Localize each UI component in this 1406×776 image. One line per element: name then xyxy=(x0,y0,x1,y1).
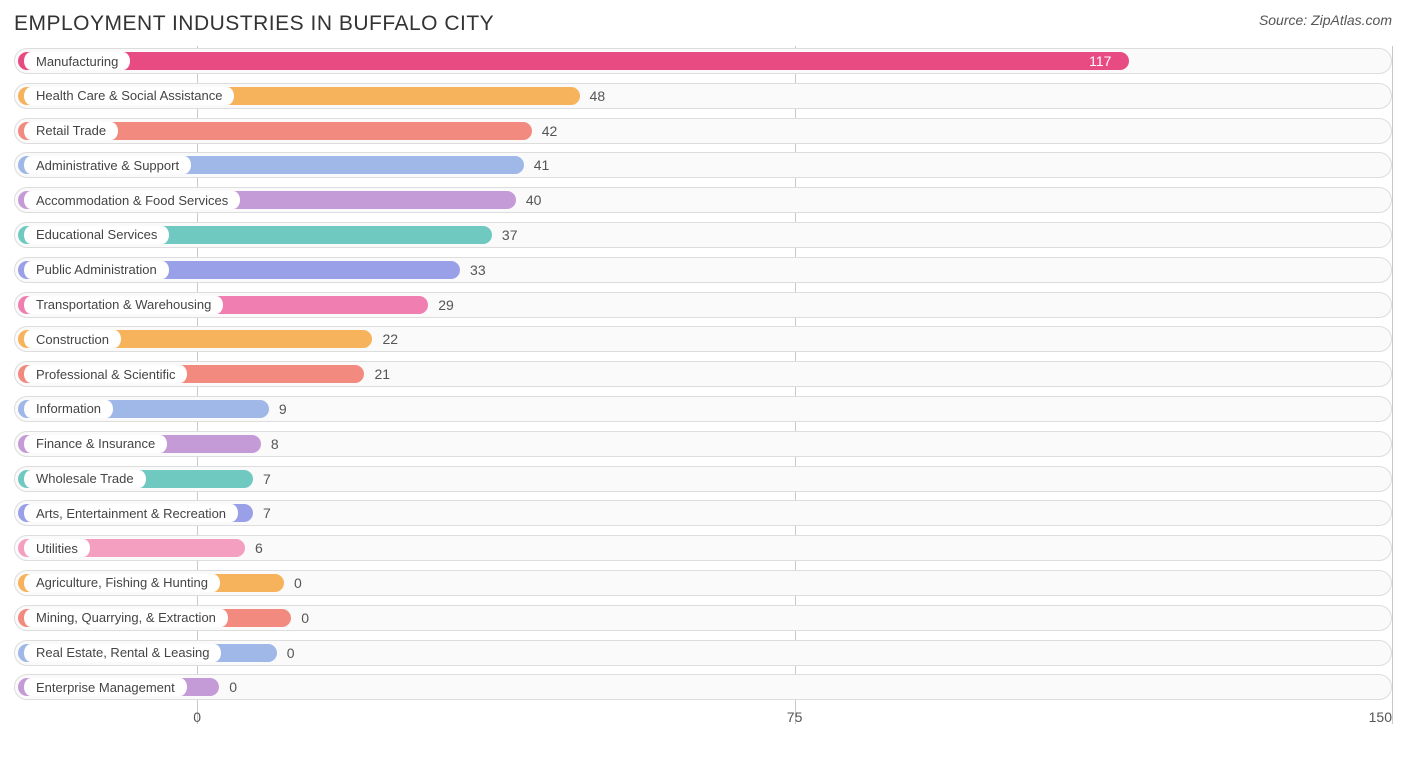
bar-row: Manufacturing 117 xyxy=(14,46,1392,76)
bar-row: Professional & Scientific 21 xyxy=(14,359,1392,389)
bar-value: 0 xyxy=(229,678,237,696)
bar-row: Public Administration 33 xyxy=(14,255,1392,285)
bar-row: Enterprise Management 0 xyxy=(14,672,1392,702)
bar-label-pill: Information xyxy=(22,400,115,418)
bar-label-pill: Utilities xyxy=(22,539,92,557)
x-tick: 150 xyxy=(1369,709,1392,725)
x-axis: 0 75 150 xyxy=(14,707,1392,729)
bar-value: 0 xyxy=(287,644,295,662)
bar-value: 9 xyxy=(279,400,287,418)
bar-value: 0 xyxy=(301,609,309,627)
bar-label-pill: Retail Trade xyxy=(22,122,120,140)
bar-label-pill: Arts, Entertainment & Recreation xyxy=(22,504,240,522)
bar-value: 29 xyxy=(438,296,454,314)
source-label: Source: xyxy=(1259,12,1307,28)
bar-row: Information 9 xyxy=(14,394,1392,424)
bar-label-pill: Administrative & Support xyxy=(22,156,193,174)
bar-label-pill: Manufacturing xyxy=(22,52,132,70)
bar-label-pill: Wholesale Trade xyxy=(22,470,148,488)
bar-row: Utilities 6 xyxy=(14,533,1392,563)
bar-row: Mining, Quarrying, & Extraction 0 xyxy=(14,603,1392,633)
bar-value: 0 xyxy=(294,574,302,592)
bar-value: 41 xyxy=(534,156,550,174)
bar-value: 42 xyxy=(542,122,558,140)
bar-value: 33 xyxy=(470,261,486,279)
x-tick: 0 xyxy=(193,709,201,725)
bar-row: Accommodation & Food Services 40 xyxy=(14,185,1392,215)
bar-row: Finance & Insurance 8 xyxy=(14,429,1392,459)
bar-value: 6 xyxy=(255,539,263,557)
x-tick: 75 xyxy=(787,709,803,725)
bar-row: Wholesale Trade 7 xyxy=(14,464,1392,494)
bar-value: 37 xyxy=(502,226,518,244)
bar-label-pill: Health Care & Social Assistance xyxy=(22,87,236,105)
bar-row: Health Care & Social Assistance 48 xyxy=(14,81,1392,111)
bar-value: 40 xyxy=(526,191,542,209)
gridline xyxy=(1392,46,1393,724)
bar-label-pill: Real Estate, Rental & Leasing xyxy=(22,644,223,662)
bar-value: 8 xyxy=(271,435,279,453)
bar-row: Construction 22 xyxy=(14,324,1392,354)
bar-row: Agriculture, Fishing & Hunting 0 xyxy=(14,568,1392,598)
source-attribution: Source: ZipAtlas.com xyxy=(1259,12,1392,28)
bar-label-pill: Construction xyxy=(22,330,123,348)
bar-value: 7 xyxy=(263,504,271,522)
bar-label-pill: Accommodation & Food Services xyxy=(22,191,242,209)
bar-value: 22 xyxy=(382,330,398,348)
bar-row: Arts, Entertainment & Recreation 7 xyxy=(14,498,1392,528)
bar-fill xyxy=(18,52,1129,70)
source-name: ZipAtlas.com xyxy=(1311,12,1392,28)
bar-value: 7 xyxy=(263,470,271,488)
bar-label-pill: Educational Services xyxy=(22,226,171,244)
bar-row: Administrative & Support 41 xyxy=(14,150,1392,180)
bar-value: 48 xyxy=(590,87,606,105)
bar-row: Transportation & Warehousing 29 xyxy=(14,290,1392,320)
bar-value: 117 xyxy=(1089,52,1111,70)
bar-container: Manufacturing 117 Health Care & Social Ass… xyxy=(14,46,1392,702)
bar-track xyxy=(14,674,1392,700)
chart-area: Manufacturing 117 Health Care & Social Ass… xyxy=(14,46,1392,746)
bar-row: Educational Services 37 xyxy=(14,220,1392,250)
bar-value: 21 xyxy=(374,365,390,383)
bar-row: Retail Trade 42 xyxy=(14,116,1392,146)
bar-label-pill: Finance & Insurance xyxy=(22,435,169,453)
bar-label-pill: Agriculture, Fishing & Hunting xyxy=(22,574,222,592)
bar-label-pill: Transportation & Warehousing xyxy=(22,296,225,314)
bar-row: Real Estate, Rental & Leasing 0 xyxy=(14,638,1392,668)
bar-label-pill: Public Administration xyxy=(22,261,171,279)
bar-label-pill: Enterprise Management xyxy=(22,678,189,696)
chart-title: EMPLOYMENT INDUSTRIES IN BUFFALO CITY xyxy=(14,12,494,36)
bar-label-pill: Professional & Scientific xyxy=(22,365,189,383)
bar-label-pill: Mining, Quarrying, & Extraction xyxy=(22,609,230,627)
